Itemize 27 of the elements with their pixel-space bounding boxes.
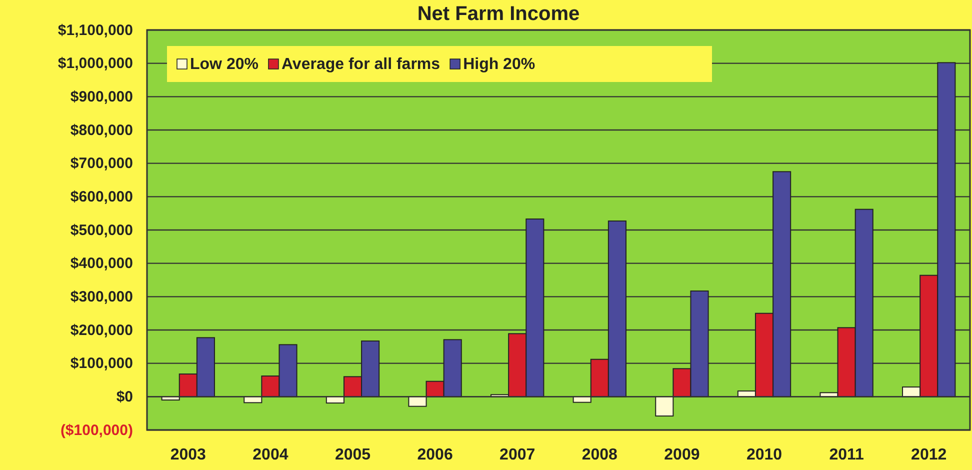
x-tick-label: 2009 xyxy=(664,446,700,464)
y-tick-label: $0 xyxy=(116,388,133,406)
y-tick-label: $1,000,000 xyxy=(58,55,133,72)
y-tick-label: $800,000 xyxy=(70,122,133,139)
x-tick-label: 2011 xyxy=(829,446,864,464)
y-tick-label: $300,000 xyxy=(70,288,133,306)
y-tick-label: $500,000 xyxy=(70,222,133,239)
y-tick-label: $600,000 xyxy=(70,188,133,206)
legend-label: Low 20% xyxy=(190,56,258,73)
y-tick-label: $400,000 xyxy=(70,255,133,272)
y-tick-label: $900,000 xyxy=(70,88,133,106)
x-tick-label: 2003 xyxy=(170,446,206,464)
x-tick-label: 2012 xyxy=(911,446,947,464)
legend-label: Average for all farms xyxy=(281,56,440,73)
y-tick-label: ($100,000) xyxy=(60,422,133,439)
y-tick-label: $1,100,000 xyxy=(58,22,133,39)
x-tick-label: 2005 xyxy=(334,446,371,464)
legend-label: High 20% xyxy=(463,56,536,73)
x-tick-label: 2008 xyxy=(582,446,618,464)
y-tick-label: $200,000 xyxy=(70,322,133,339)
x-tick-label: 2007 xyxy=(500,446,536,464)
chart-title: Net Farm Income xyxy=(417,3,580,25)
x-tick-label: 2006 xyxy=(417,446,453,464)
x-tick-label: 2010 xyxy=(746,446,782,464)
y-tick-label: $700,000 xyxy=(70,155,133,172)
y-tick-label: $100,000 xyxy=(70,355,133,372)
x-tick-label: 2004 xyxy=(252,446,288,464)
